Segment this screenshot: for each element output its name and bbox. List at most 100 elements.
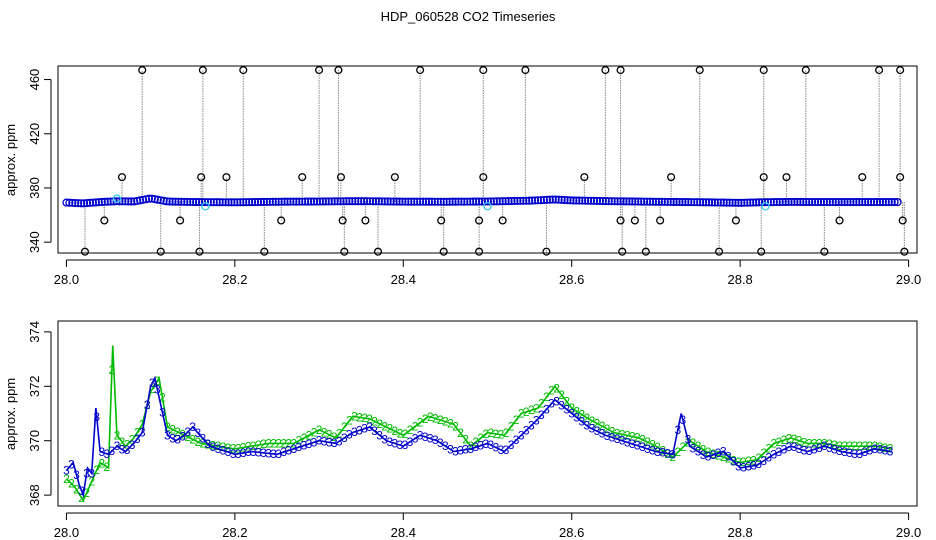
series-2-point: 2 xyxy=(104,460,111,474)
top-x-tick-label: 29.0 xyxy=(896,272,921,287)
baseline-point xyxy=(828,197,837,207)
baseline-point xyxy=(869,197,879,207)
series-3-point: 3 xyxy=(685,433,692,447)
outlier-point xyxy=(198,66,207,75)
baseline-point xyxy=(398,197,407,206)
series-3-point: 3 xyxy=(740,460,747,474)
baseline-point xyxy=(424,197,434,206)
baseline-point xyxy=(719,198,728,207)
baseline-point xyxy=(581,196,590,205)
baseline-point xyxy=(822,197,831,207)
series-2-point: 2 xyxy=(447,416,454,430)
series-3-point: 3 xyxy=(336,434,343,448)
series-2-line xyxy=(65,345,892,503)
series-2-point: 2 xyxy=(659,444,666,458)
series-2-point: 2 xyxy=(700,442,707,456)
series-2-point: 2 xyxy=(164,420,171,434)
baseline-point xyxy=(725,198,734,207)
series-3-point: 3 xyxy=(210,440,217,454)
series-2-point: 2 xyxy=(306,428,313,442)
outlier-point xyxy=(542,247,551,256)
series-3-point: 3 xyxy=(93,410,100,424)
baseline-point xyxy=(206,198,215,207)
series-3-point: 3 xyxy=(856,447,863,461)
baseline-point xyxy=(419,197,428,206)
baseline-point xyxy=(887,197,896,207)
series-2-point: 2 xyxy=(755,451,762,465)
baseline-point xyxy=(893,197,902,207)
series-2-point: 2 xyxy=(356,410,363,424)
series-2-point: 2 xyxy=(705,445,712,459)
outlier-point xyxy=(334,66,343,75)
baseline-point xyxy=(566,196,575,205)
series-2-point: 2 xyxy=(220,440,227,454)
series-3-point: 3 xyxy=(599,427,606,441)
series-3-point: 3 xyxy=(725,449,732,463)
series-2-point: 2 xyxy=(215,439,222,453)
series-2-point: 2 xyxy=(189,432,196,446)
baseline-point xyxy=(363,197,372,206)
outlier-point xyxy=(439,247,448,256)
outlier-point xyxy=(260,247,269,256)
baseline-point xyxy=(336,197,345,206)
baseline-point xyxy=(507,196,516,206)
baseline-point xyxy=(536,196,546,205)
baseline-point xyxy=(183,197,192,206)
baseline-point xyxy=(407,197,416,206)
series-3-point: 3 xyxy=(392,436,399,450)
series-2-point: 2 xyxy=(720,450,727,464)
series-3-point: 3 xyxy=(255,445,262,459)
outlier-point xyxy=(315,66,324,75)
baseline-point xyxy=(684,198,693,207)
series-3-point: 3 xyxy=(417,428,424,442)
series-2-point: 2 xyxy=(861,439,868,453)
baseline-point xyxy=(298,197,307,206)
outlier-point xyxy=(338,216,347,225)
baseline-point xyxy=(628,197,637,206)
series-2-point: 2 xyxy=(866,439,873,453)
series-3-point: 3 xyxy=(654,445,661,459)
baseline-point xyxy=(392,197,401,206)
baseline-point xyxy=(808,197,817,207)
series-3-point: 3 xyxy=(846,446,853,460)
baseline-point xyxy=(121,197,130,206)
series-2-point: 2 xyxy=(311,426,318,440)
series-2-point: 2 xyxy=(846,439,853,453)
outlier-point xyxy=(782,173,791,182)
series-3-point: 3 xyxy=(280,445,287,459)
baseline-point xyxy=(710,198,719,207)
baseline-point xyxy=(480,197,490,206)
series-3-point: 3 xyxy=(796,442,803,456)
baseline-point xyxy=(802,197,811,207)
series-2-point: 2 xyxy=(93,463,100,477)
series-2-point: 2 xyxy=(482,427,489,441)
series-2-point: 2 xyxy=(331,430,338,444)
series-2-point: 2 xyxy=(73,483,80,497)
series-2-point: 2 xyxy=(594,416,601,430)
outlier-point xyxy=(437,216,446,225)
outlier-point xyxy=(100,216,109,225)
baseline-point xyxy=(592,196,602,205)
series-3-point: 3 xyxy=(614,432,621,446)
series-2-point: 2 xyxy=(856,439,863,453)
series-3-point: 3 xyxy=(402,438,409,452)
baseline-point xyxy=(569,196,578,205)
baseline-point xyxy=(616,197,625,206)
series-2-point: 2 xyxy=(452,420,459,434)
top-x-tick-label: 28.6 xyxy=(559,272,584,287)
baseline-point xyxy=(704,198,714,207)
series-2-point: 2 xyxy=(321,425,328,439)
series-2-point: 2 xyxy=(417,416,424,430)
series-3-point: 3 xyxy=(245,445,252,459)
baseline-point xyxy=(775,197,784,207)
series-3-point: 3 xyxy=(169,432,176,446)
outlier-point xyxy=(616,66,625,75)
baseline-point xyxy=(97,197,106,207)
series-3-point: 3 xyxy=(760,454,767,468)
baseline-point xyxy=(587,196,596,205)
series-2-point: 2 xyxy=(462,433,469,447)
series-2-point: 2 xyxy=(169,423,176,437)
series-3-point: 3 xyxy=(882,444,889,458)
series-3-point: 3 xyxy=(720,445,727,459)
series-2-point: 2 xyxy=(316,423,323,437)
